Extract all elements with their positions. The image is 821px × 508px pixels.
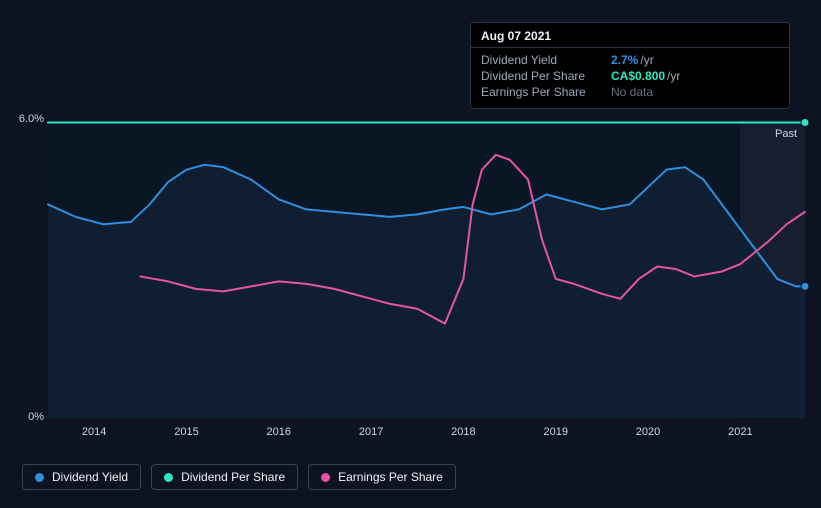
x-axis-label: 2015 xyxy=(174,426,198,438)
tooltip-unit: /yr xyxy=(640,53,653,67)
x-axis-label: 2017 xyxy=(359,426,383,438)
y-axis-label: 6.0% xyxy=(4,113,44,125)
divider xyxy=(471,47,789,48)
past-label: Past xyxy=(775,128,797,140)
legend-item[interactable]: Earnings Per Share xyxy=(308,464,456,490)
chart-tooltip: Aug 07 2021 Dividend Yield2.7% /yrDivide… xyxy=(470,22,790,109)
tooltip-key: Earnings Per Share xyxy=(481,85,611,99)
legend-item[interactable]: Dividend Yield xyxy=(22,464,141,490)
legend-dot-icon xyxy=(321,473,330,482)
tooltip-value: CA$0.800 xyxy=(611,69,665,83)
legend-dot-icon xyxy=(164,473,173,482)
x-axis-label: 2016 xyxy=(267,426,291,438)
tooltip-row: Earnings Per ShareNo data xyxy=(481,84,779,100)
tooltip-nodata: No data xyxy=(611,85,653,99)
tooltip-unit: /yr xyxy=(667,69,680,83)
x-axis-label: 2020 xyxy=(636,426,660,438)
tooltip-key: Dividend Per Share xyxy=(481,69,611,83)
legend-dot-icon xyxy=(35,473,44,482)
tooltip-row: Dividend Per ShareCA$0.800 /yr xyxy=(481,68,779,84)
tooltip-row: Dividend Yield2.7% /yr xyxy=(481,52,779,68)
legend-label: Dividend Per Share xyxy=(181,470,285,484)
chart-legend: Dividend Yield Dividend Per Share Earnings… xyxy=(22,464,456,490)
tooltip-value: 2.7% xyxy=(611,53,638,67)
legend-label: Dividend Yield xyxy=(52,470,128,484)
legend-label: Earnings Per Share xyxy=(338,470,443,484)
tooltip-date: Aug 07 2021 xyxy=(481,29,779,43)
dividend-chart: 6.0%0% 20142015201620172018201920202021 … xyxy=(0,0,821,508)
tooltip-key: Dividend Yield xyxy=(481,53,611,67)
x-axis-label: 2014 xyxy=(82,426,106,438)
x-axis-label: 2021 xyxy=(728,426,752,438)
y-axis-label: 0% xyxy=(4,411,44,423)
x-axis-label: 2019 xyxy=(543,426,567,438)
x-axis-label: 2018 xyxy=(451,426,475,438)
legend-item[interactable]: Dividend Per Share xyxy=(151,464,298,490)
